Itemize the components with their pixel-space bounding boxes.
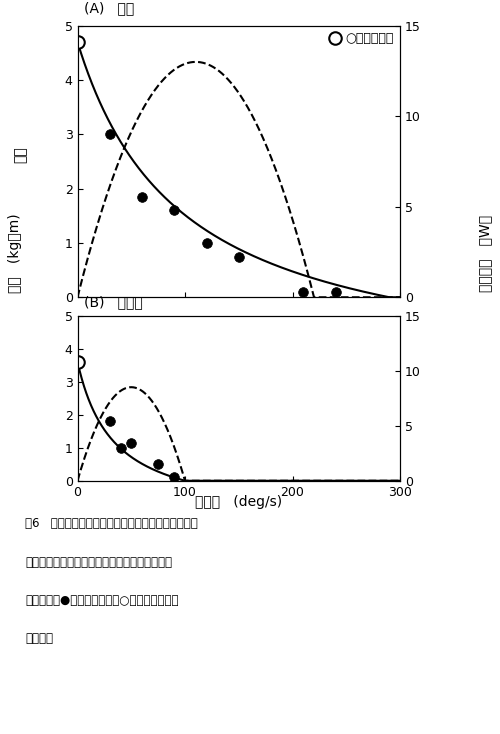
Text: (B)   麻痺側: (B) 麻痺側 <box>84 295 142 309</box>
Text: 筋パワー   （W）: 筋パワー （W） <box>478 214 492 292</box>
Text: 囶6   脳性麻痺児（片麻痺）の脚伸展運動における運: 囶6 脳性麻痺児（片麻痺）の脚伸展運動における運 <box>25 517 198 531</box>
Text: 角速度   (deg/s): 角速度 (deg/s) <box>195 495 282 509</box>
Text: 筋力   (kg・m): 筋力 (kg・m) <box>8 214 22 293</box>
Text: 大筋力．: 大筋力． <box>25 632 53 645</box>
Legend: ○：最大筋力: ○：最大筋力 <box>329 32 394 45</box>
Text: 筋力: 筋力 <box>13 146 27 162</box>
Text: との関係．●印は動的筋力，○印は実測した最: との関係．●印は動的筋力，○印は実測した最 <box>25 594 178 607</box>
Text: 動速度と動的筋力（実線），筋パワー（破線）: 動速度と動的筋力（実線），筋パワー（破線） <box>25 556 172 569</box>
Text: (A)   健侧: (A) 健侧 <box>84 1 134 15</box>
